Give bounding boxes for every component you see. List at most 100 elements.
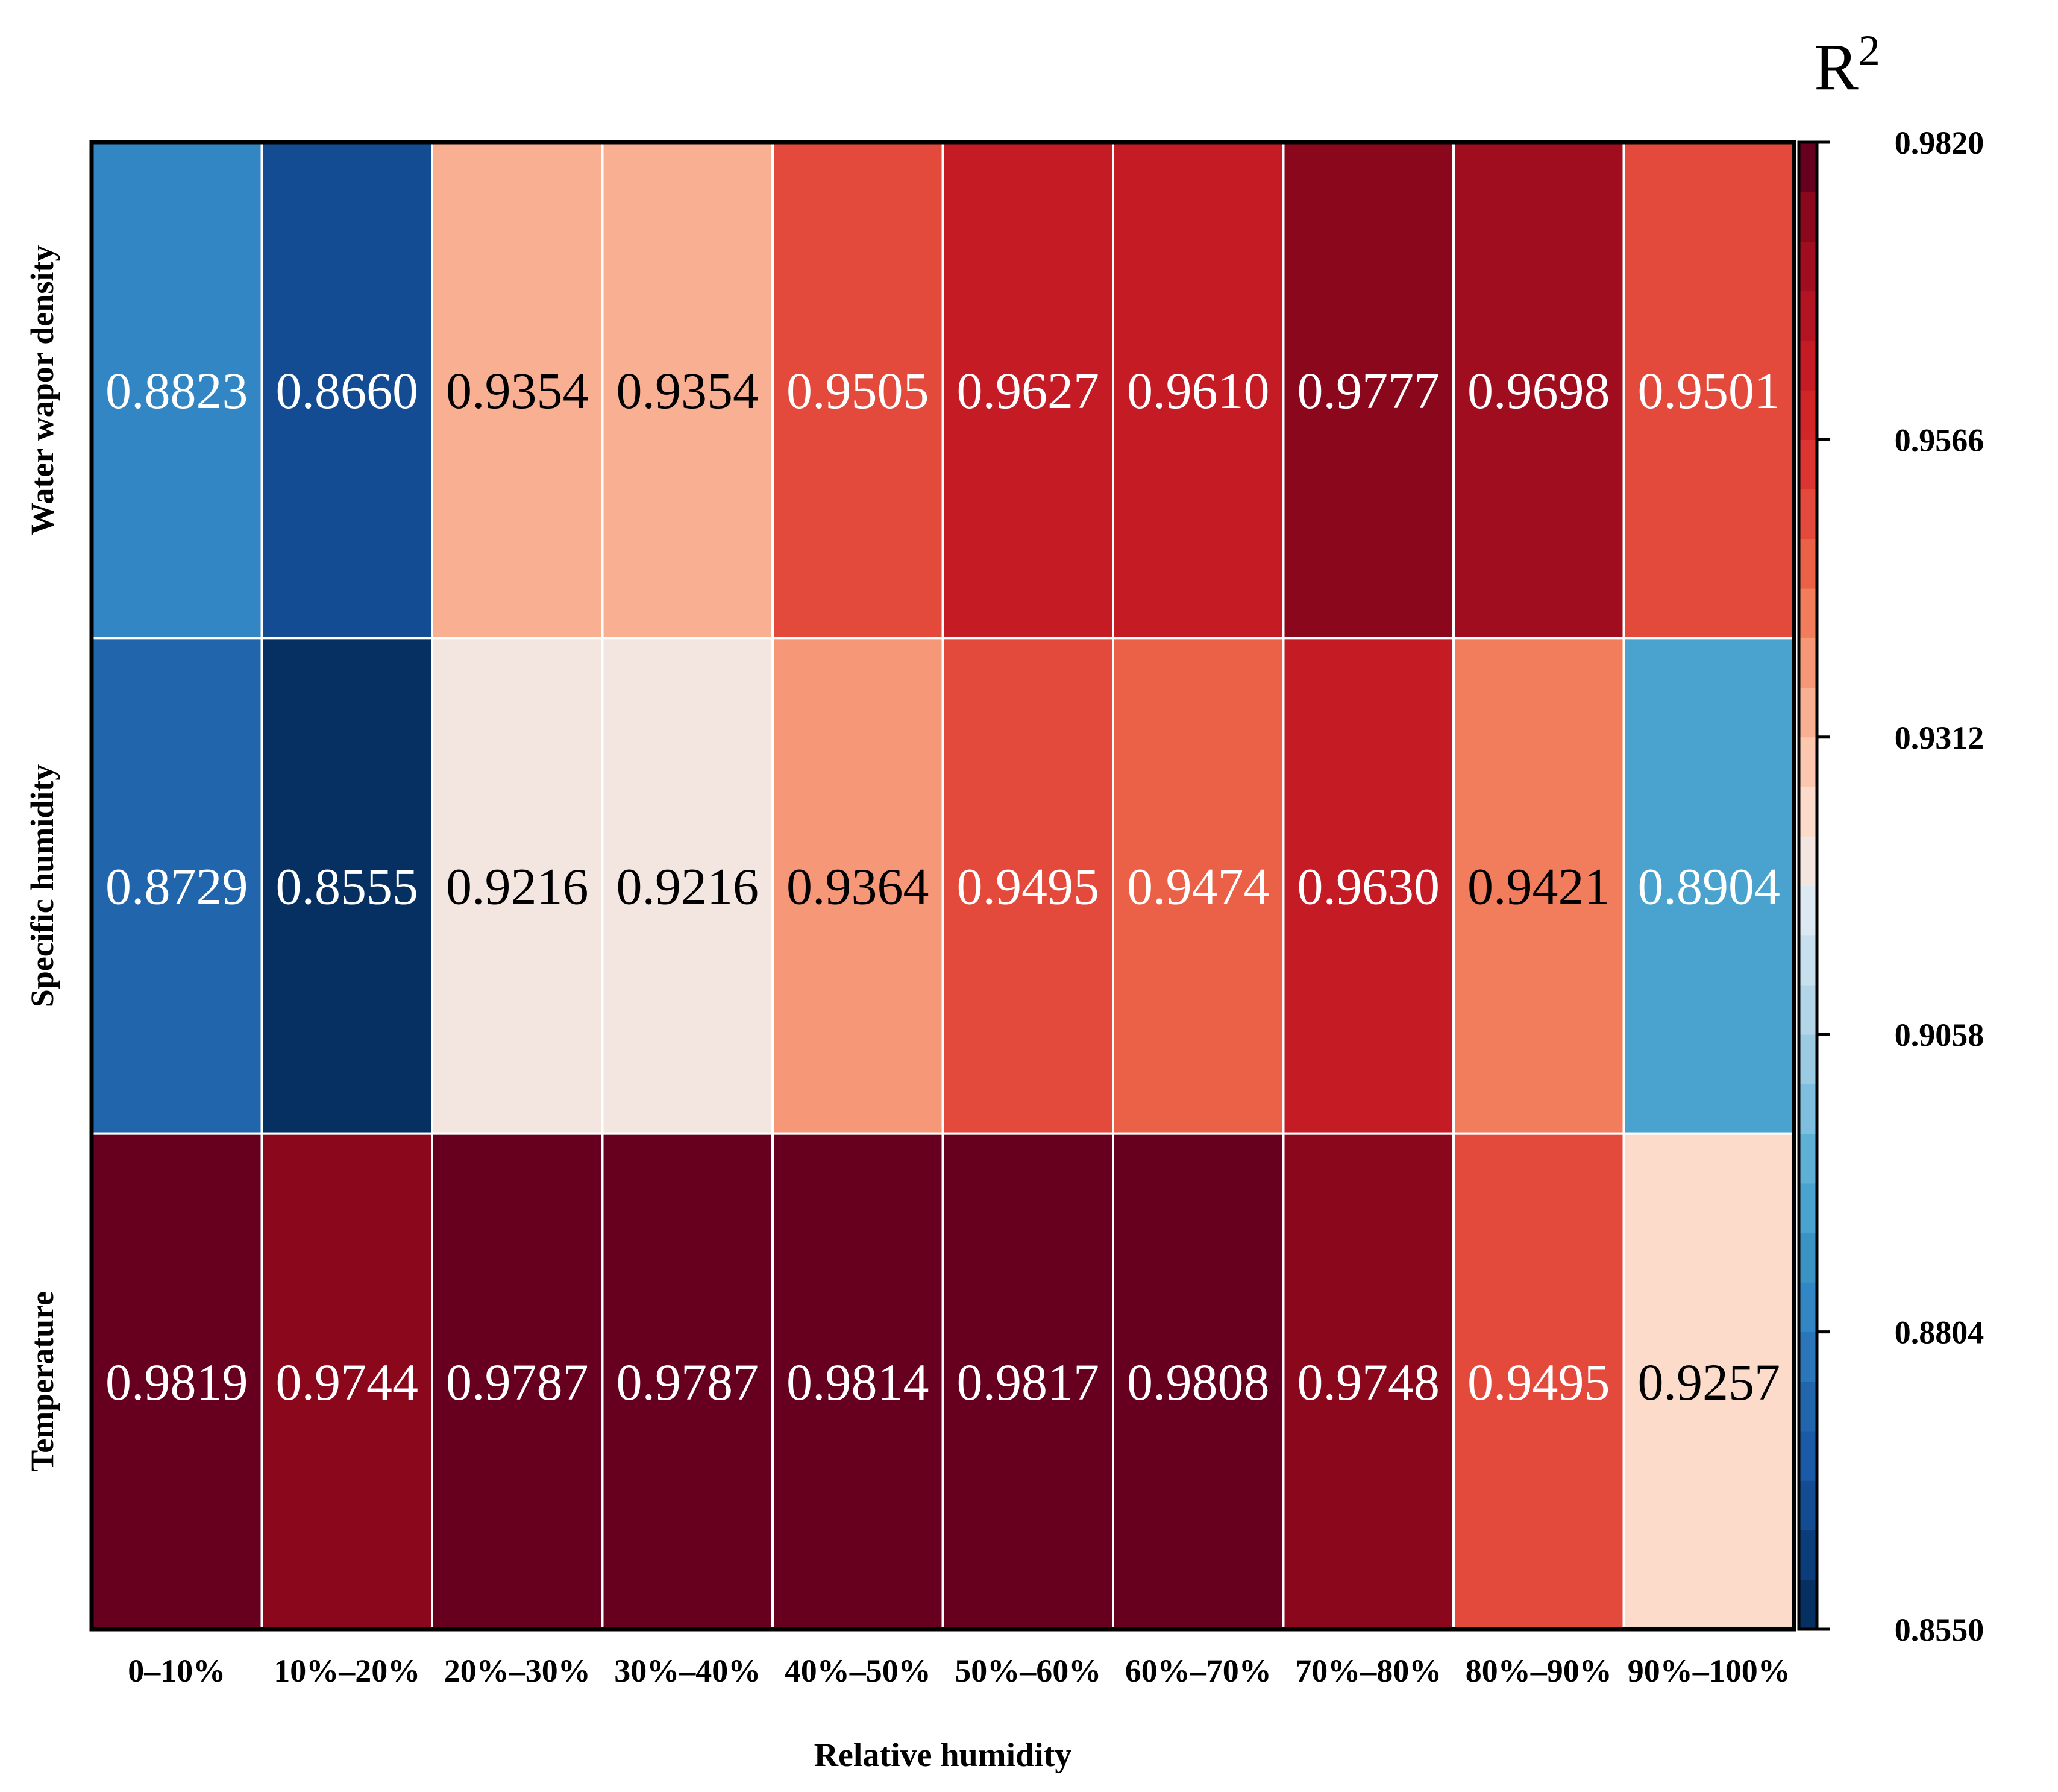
heatmap-cell-value: 0.9627: [957, 362, 1100, 420]
x-tick-label: 90%–100%: [1628, 1653, 1790, 1689]
heatmap-cells: [90, 141, 1795, 1630]
colorbar-band: [1799, 1431, 1817, 1481]
colorbar-band: [1799, 489, 1817, 539]
colorbar-band: [1799, 340, 1817, 391]
heatmap-cell: [260, 637, 433, 1135]
heatmap-cell: [941, 141, 1114, 640]
heatmap-cell: [1452, 1132, 1625, 1630]
heatmap-cell-value: 0.9819: [105, 1353, 248, 1411]
colorbar-ticks: 0.8550 0.8804 0.9058 0.9312 0.9566 0.9820: [1817, 125, 1984, 1648]
heatmap-cell-value: 0.9814: [786, 1353, 929, 1411]
heatmap-cell-value: 0.8823: [105, 362, 248, 420]
heatmap-cell-value: 0.9808: [1127, 1353, 1270, 1411]
heatmap-cell: [1112, 1132, 1285, 1630]
x-tick-label: 80%–90%: [1466, 1653, 1612, 1689]
colorbar-band: [1799, 1282, 1817, 1333]
heatmap-cell-value: 0.9748: [1297, 1353, 1440, 1411]
colorbar: [1797, 140, 1819, 1631]
colorbar-band: [1799, 1183, 1817, 1233]
y-axis-ticks: Water wapor density Specific humidity Temp…: [24, 245, 60, 1472]
colorbar-tick-label: 0.9566: [1895, 422, 1984, 458]
heatmap-cell: [771, 141, 944, 640]
x-tick-label: 20%–30%: [444, 1653, 591, 1689]
colorbar-frame: [1797, 140, 1819, 1631]
colorbar-title-base: R: [1814, 30, 1859, 104]
colorbar-band: [1799, 1331, 1817, 1382]
colorbar-band: [1799, 885, 1817, 936]
heatmap-cell-value: 0.9216: [616, 858, 759, 916]
y-tick-label: Water wapor density: [24, 245, 60, 535]
colorbar-band: [1799, 1034, 1817, 1084]
colorbar-band: [1799, 538, 1817, 589]
colorbar-band: [1799, 1480, 1817, 1531]
heatmap-cell: [1622, 637, 1795, 1135]
colorbar-band: [1799, 439, 1817, 490]
heatmap-cell: [431, 1132, 604, 1630]
colorbar-tick-label: 0.9058: [1895, 1017, 1984, 1053]
colorbar-band: [1799, 390, 1817, 440]
colorbar-band: [1799, 1233, 1817, 1283]
x-tick-label: 60%–70%: [1125, 1653, 1272, 1689]
x-tick-label: 10%–20%: [274, 1653, 420, 1689]
heatmap-cell: [431, 637, 604, 1135]
heatmap-cell-value: 0.9354: [446, 362, 589, 420]
heatmap-cell-value: 0.9610: [1127, 362, 1270, 420]
heatmap-cell-value: 0.9354: [616, 362, 759, 420]
heatmap-cell-value: 0.8729: [105, 858, 248, 916]
heatmap-cell: [771, 637, 944, 1135]
colorbar-band: [1799, 1381, 1817, 1432]
heatmap-cell-value: 0.8555: [276, 858, 419, 916]
colorbar-band: [1799, 836, 1817, 886]
colorbar-band: [1799, 241, 1817, 292]
y-tick-label: Temperature: [24, 1291, 60, 1472]
heatmap-cell-value: 0.9817: [957, 1353, 1100, 1411]
x-tick-label: 50%–60%: [955, 1653, 1101, 1689]
x-tick-label: 30%–40%: [614, 1653, 761, 1689]
heatmap-cell-value: 0.9505: [786, 362, 929, 420]
heatmap-cell-value: 0.9421: [1467, 858, 1610, 916]
x-axis-ticks: 0–10% 10%–20% 20%–30% 30%–40% 40%–50% 50%–60%…: [128, 1653, 1790, 1689]
colorbar-band: [1799, 935, 1817, 986]
x-tick-label: 0–10%: [128, 1653, 225, 1689]
heatmap-cell-value: 0.9787: [446, 1353, 589, 1411]
heatmap-cell-value: 0.9495: [957, 858, 1100, 916]
heatmap-cell-value: 0.9216: [446, 858, 589, 916]
heatmap-cell-value: 0.9364: [786, 858, 929, 916]
heatmap-cell-value: 0.9501: [1638, 362, 1781, 420]
colorbar-tick-label: 0.8804: [1895, 1315, 1984, 1351]
heatmap-cell-value: 0.8660: [276, 362, 419, 420]
colorbar-tick-label: 0.9820: [1895, 125, 1984, 161]
heatmap-cell: [771, 1132, 944, 1630]
colorbar-band: [1799, 588, 1817, 638]
heatmap-cell-value: 0.9630: [1297, 858, 1440, 916]
heatmap-cell: [1452, 637, 1625, 1135]
x-tick-label: 70%–80%: [1295, 1653, 1442, 1689]
colorbar-band: [1799, 192, 1817, 242]
colorbar-tick-label: 0.9312: [1895, 720, 1984, 756]
heatmap-cell: [601, 141, 774, 640]
heatmap-cell-value: 0.9257: [1638, 1353, 1781, 1411]
heatmap-cell-labels: 0.8823 0.8660 0.9354 0.9354 0.9505 0.9627 0.96…: [105, 362, 1780, 1411]
colorbar-band: [1799, 1133, 1817, 1184]
heatmap-cell: [90, 141, 263, 640]
colorbar-band: [1799, 291, 1817, 341]
heatmap-cell-value: 0.8904: [1638, 858, 1781, 916]
colorbar-band: [1799, 984, 1817, 1035]
heatmap-cell-value: 0.9744: [276, 1353, 419, 1411]
heatmap-cell: [1282, 141, 1455, 640]
heatmap-cell: [260, 1132, 433, 1630]
colorbar-band: [1799, 787, 1817, 837]
x-axis-title: Relative humidity: [814, 1737, 1072, 1774]
y-tick-label: Specific humidity: [24, 764, 60, 1008]
heatmap-cell: [941, 637, 1114, 1135]
colorbar-band: [1799, 1530, 1817, 1580]
heatmap-cell-value: 0.9698: [1467, 362, 1610, 420]
heatmap-cell-value: 0.9474: [1127, 858, 1270, 916]
heatmap-cell: [1622, 141, 1795, 640]
plot-frame: [89, 140, 1796, 1632]
heatmap-cell: [1112, 637, 1285, 1135]
heatmap-cell-value: 0.9777: [1297, 362, 1440, 420]
heatmap-cell-value: 0.9787: [616, 1353, 759, 1411]
heatmap-cell: [260, 141, 433, 640]
